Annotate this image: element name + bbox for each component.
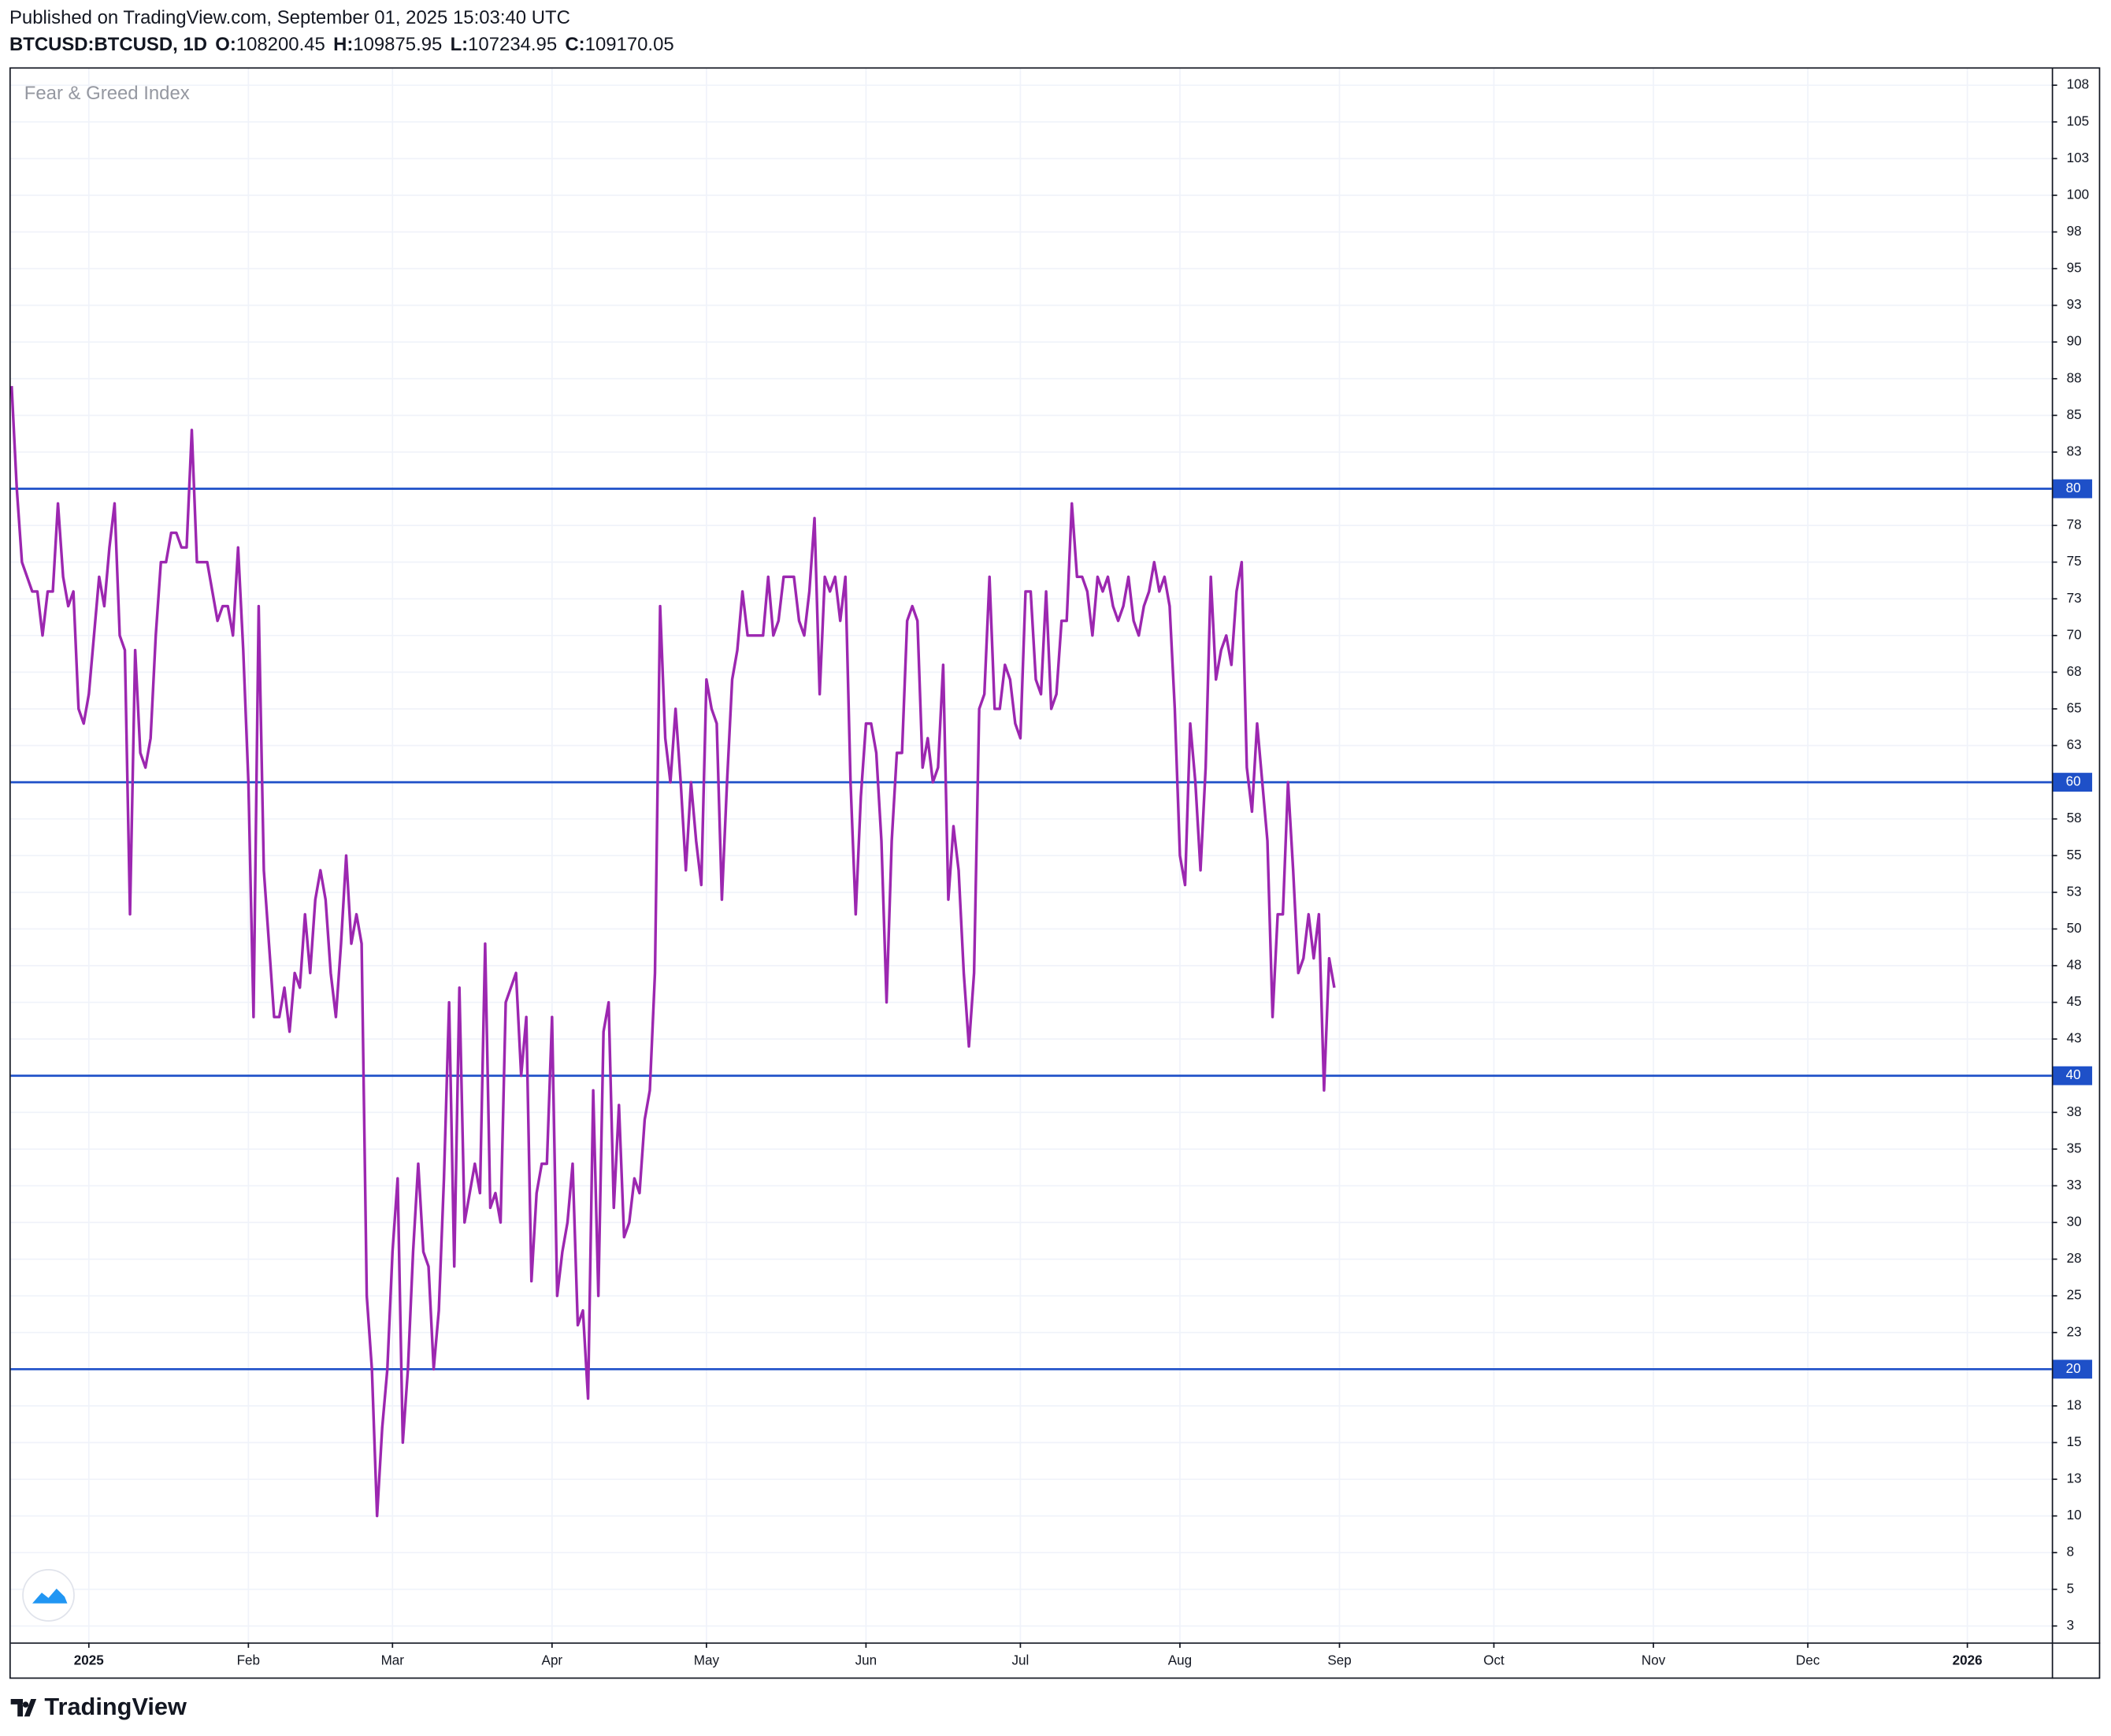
line-series	[10, 386, 1336, 1518]
y-tick-label: 70	[2067, 627, 2082, 642]
x-tick-label: Dec	[1796, 1653, 1820, 1668]
hline-label-box	[2053, 773, 2093, 792]
y-tick-label: 78	[2067, 517, 2082, 532]
y-tick-label: 28	[2067, 1251, 2082, 1266]
logo-text: TradingView	[44, 1693, 187, 1720]
ohlc-value: 108200.45	[236, 34, 325, 55]
y-tick-label: 90	[2067, 334, 2082, 349]
y-tick-label: 103	[2067, 150, 2090, 165]
y-tick-label: 83	[2067, 443, 2082, 458]
y-tick-label: 38	[2067, 1104, 2082, 1119]
hline-label-box	[2053, 1066, 2093, 1085]
y-tick-label: 105	[2067, 113, 2090, 128]
tv-button-circle[interactable]	[22, 1569, 75, 1622]
y-tick-label: 108	[2067, 77, 2090, 92]
x-tick-label: Nov	[1642, 1653, 1666, 1668]
x-tick-label: May	[694, 1653, 720, 1668]
y-tick-label: 3	[2067, 1618, 2075, 1633]
x-tick-label: Jun	[855, 1653, 877, 1668]
tv-button[interactable]	[22, 1569, 75, 1622]
y-tick-label: 65	[2067, 700, 2082, 715]
ohlc-label: H:	[333, 34, 353, 55]
ohlc-label: O:	[215, 34, 236, 55]
y-tick-label: 98	[2067, 224, 2082, 239]
y-tick-label: 5	[2067, 1581, 2075, 1596]
plot-area	[10, 67, 2052, 1643]
y-tick-label: 8	[2067, 1545, 2075, 1560]
y-tick-label: 33	[2067, 1178, 2082, 1193]
y-tick-label: 95	[2067, 261, 2082, 276]
frame	[9, 67, 2101, 1679]
logo-icon	[10, 1698, 37, 1717]
published-line: Published on TradingView.com, September …	[9, 7, 570, 28]
x-tick-label: 2025	[74, 1653, 104, 1668]
hline-label: 40	[2066, 1067, 2081, 1082]
ohlc-value: 109170.05	[585, 34, 674, 55]
logo: TradingView	[10, 1693, 187, 1720]
y-tick-label: 45	[2067, 994, 2082, 1009]
y-tick-label: 48	[2067, 958, 2082, 973]
symbol: BTCUSD:BTCUSD, 1D	[9, 34, 207, 55]
y-tick-label: 85	[2067, 407, 2082, 422]
x-tick-label: Mar	[381, 1653, 405, 1668]
x-tick-label: 2026	[1953, 1653, 1983, 1668]
ohlc-label: C:	[565, 34, 584, 55]
x-tick-label: Oct	[1483, 1653, 1504, 1668]
tv-button-icon	[32, 1588, 68, 1604]
hline-label: 80	[2066, 480, 2081, 495]
y-tick-label: 35	[2067, 1141, 2082, 1155]
ohlc-label: L:	[451, 34, 469, 55]
hline-label-box	[2053, 479, 2093, 499]
y-tick-label: 13	[2067, 1471, 2082, 1486]
x-tick-label: Apr	[542, 1653, 563, 1668]
symbol-line: BTCUSD:BTCUSD, 1D O:108200.45 H:109875.95 L…	[9, 34, 674, 55]
y-tick-label: 63	[2067, 737, 2082, 752]
indicator-legend: Fear & Greed Index	[24, 83, 190, 104]
y-tick-label: 43	[2067, 1031, 2082, 1046]
y-tick-label: 15	[2067, 1434, 2082, 1449]
y-tick-label: 88	[2067, 370, 2082, 385]
hline-label-box	[2053, 1359, 2093, 1379]
ohlc-value: 107234.95	[468, 34, 557, 55]
y-tick-label: 58	[2067, 811, 2082, 825]
ohlc-value: 109875.95	[353, 34, 442, 55]
y-tick-label: 73	[2067, 591, 2082, 606]
y-tick-label: 100	[2067, 187, 2090, 202]
y-tick-label: 25	[2067, 1288, 2082, 1303]
y-tick-label: 75	[2067, 554, 2082, 569]
y-tick-label: 53	[2067, 884, 2082, 899]
x-tick-label: Feb	[237, 1653, 260, 1668]
y-tick-label: 10	[2067, 1508, 2082, 1523]
y-tick-label: 18	[2067, 1397, 2082, 1412]
y-tick-label: 50	[2067, 921, 2082, 936]
y-tick-label: 93	[2067, 297, 2082, 312]
y-tick-label: 30	[2067, 1215, 2082, 1230]
x-tick-label: Jul	[1011, 1653, 1029, 1668]
y-tick-label: 55	[2067, 848, 2082, 862]
hline-label: 20	[2066, 1361, 2081, 1376]
hline-label: 60	[2066, 774, 2081, 789]
y-tick-label: 23	[2067, 1324, 2082, 1339]
x-tick-label: Aug	[1168, 1653, 1192, 1668]
y-tick-label: 68	[2067, 664, 2082, 679]
x-tick-label: Sep	[1327, 1653, 1351, 1668]
